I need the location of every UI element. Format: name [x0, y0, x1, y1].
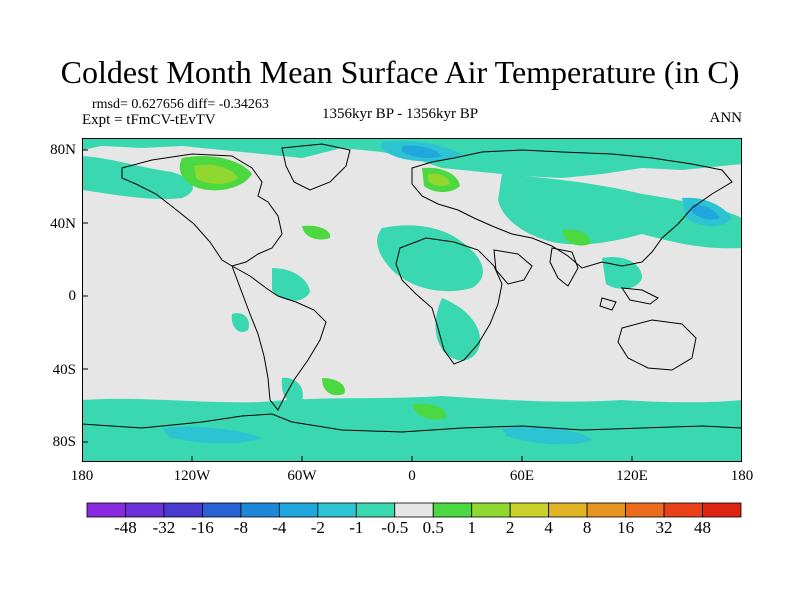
colorbar-label: 32: [655, 518, 673, 537]
colorbar-label: 16: [617, 518, 635, 537]
colorbar-cell: [663, 502, 703, 518]
colorbar-label: -48: [114, 518, 137, 537]
colorbar-label: 2: [505, 518, 515, 537]
colorbar-cell: [702, 502, 742, 518]
map-ticks: [82, 149, 633, 462]
season-label: ANN: [709, 110, 743, 126]
lon-tick-0: 0: [408, 468, 416, 484]
anomaly-patches-warmer: [194, 164, 450, 187]
lon-tick-60e: 60E: [509, 468, 535, 484]
colorbar-label: 8: [582, 518, 592, 537]
colorbar-label: -4: [272, 518, 287, 537]
period-label: 1356kyr BP - 1356kyr BP: [321, 106, 479, 122]
lat-tick-80s: 80S: [52, 434, 76, 450]
lon-tick-180e: 180: [730, 468, 754, 484]
colorbar-label: 1: [467, 518, 476, 537]
temperature-map: [82, 138, 742, 462]
colorbar-cell: [163, 502, 203, 518]
lat-tick-80n: 80N: [50, 142, 76, 158]
colorbar-cell: [432, 502, 473, 518]
colorbar-cell: [355, 502, 396, 518]
lon-tick-180w: 180: [70, 468, 94, 484]
lon-tick-60w: 60W: [287, 468, 317, 484]
colorbar-cell: [625, 502, 665, 518]
colorbar-cell: [317, 502, 357, 518]
colorbar-label: -1: [349, 518, 364, 537]
colorbar-label: 4: [544, 518, 553, 537]
colorbar-cell: [586, 502, 626, 518]
colorbar-label: 48: [694, 518, 712, 537]
lon-tick-120w: 120W: [173, 468, 211, 484]
experiment-label: Expt = tFmCV-tEvTV: [82, 112, 216, 128]
colorbar-cell: [86, 502, 126, 518]
plot-title: Coldest Month Mean Surface Air Temperatu…: [60, 54, 740, 90]
coastlines: [82, 143, 742, 433]
colorbar-cell: [394, 502, 434, 518]
colorbar-label: -16: [191, 518, 214, 537]
colorbar-cell: [471, 502, 511, 518]
colorbar-cell: [278, 502, 319, 518]
colorbar-cell: [240, 502, 280, 518]
lat-tick-0: 0: [68, 288, 77, 304]
lat-tick-40s: 40S: [52, 362, 76, 378]
colorbar-label: -2: [310, 518, 325, 537]
lat-tick-40n: 40N: [50, 216, 76, 232]
colorbar-label: -0.5: [381, 518, 409, 537]
colorbar-cell: [548, 502, 588, 518]
colorbar-label: 0.5: [422, 518, 444, 537]
colorbar-cell: [202, 502, 242, 518]
colorbar: [86, 502, 742, 518]
colorbar-label: -8: [233, 518, 248, 537]
lon-tick-120e: 120E: [616, 468, 648, 484]
colorbar-cell: [509, 502, 550, 518]
colorbar-label: -32: [152, 518, 176, 537]
colorbar-cell: [125, 502, 165, 518]
stats-label: rmsd= 0.627656 diff= -0.34263: [92, 97, 269, 112]
anomaly-patches-coldest: [402, 145, 720, 220]
